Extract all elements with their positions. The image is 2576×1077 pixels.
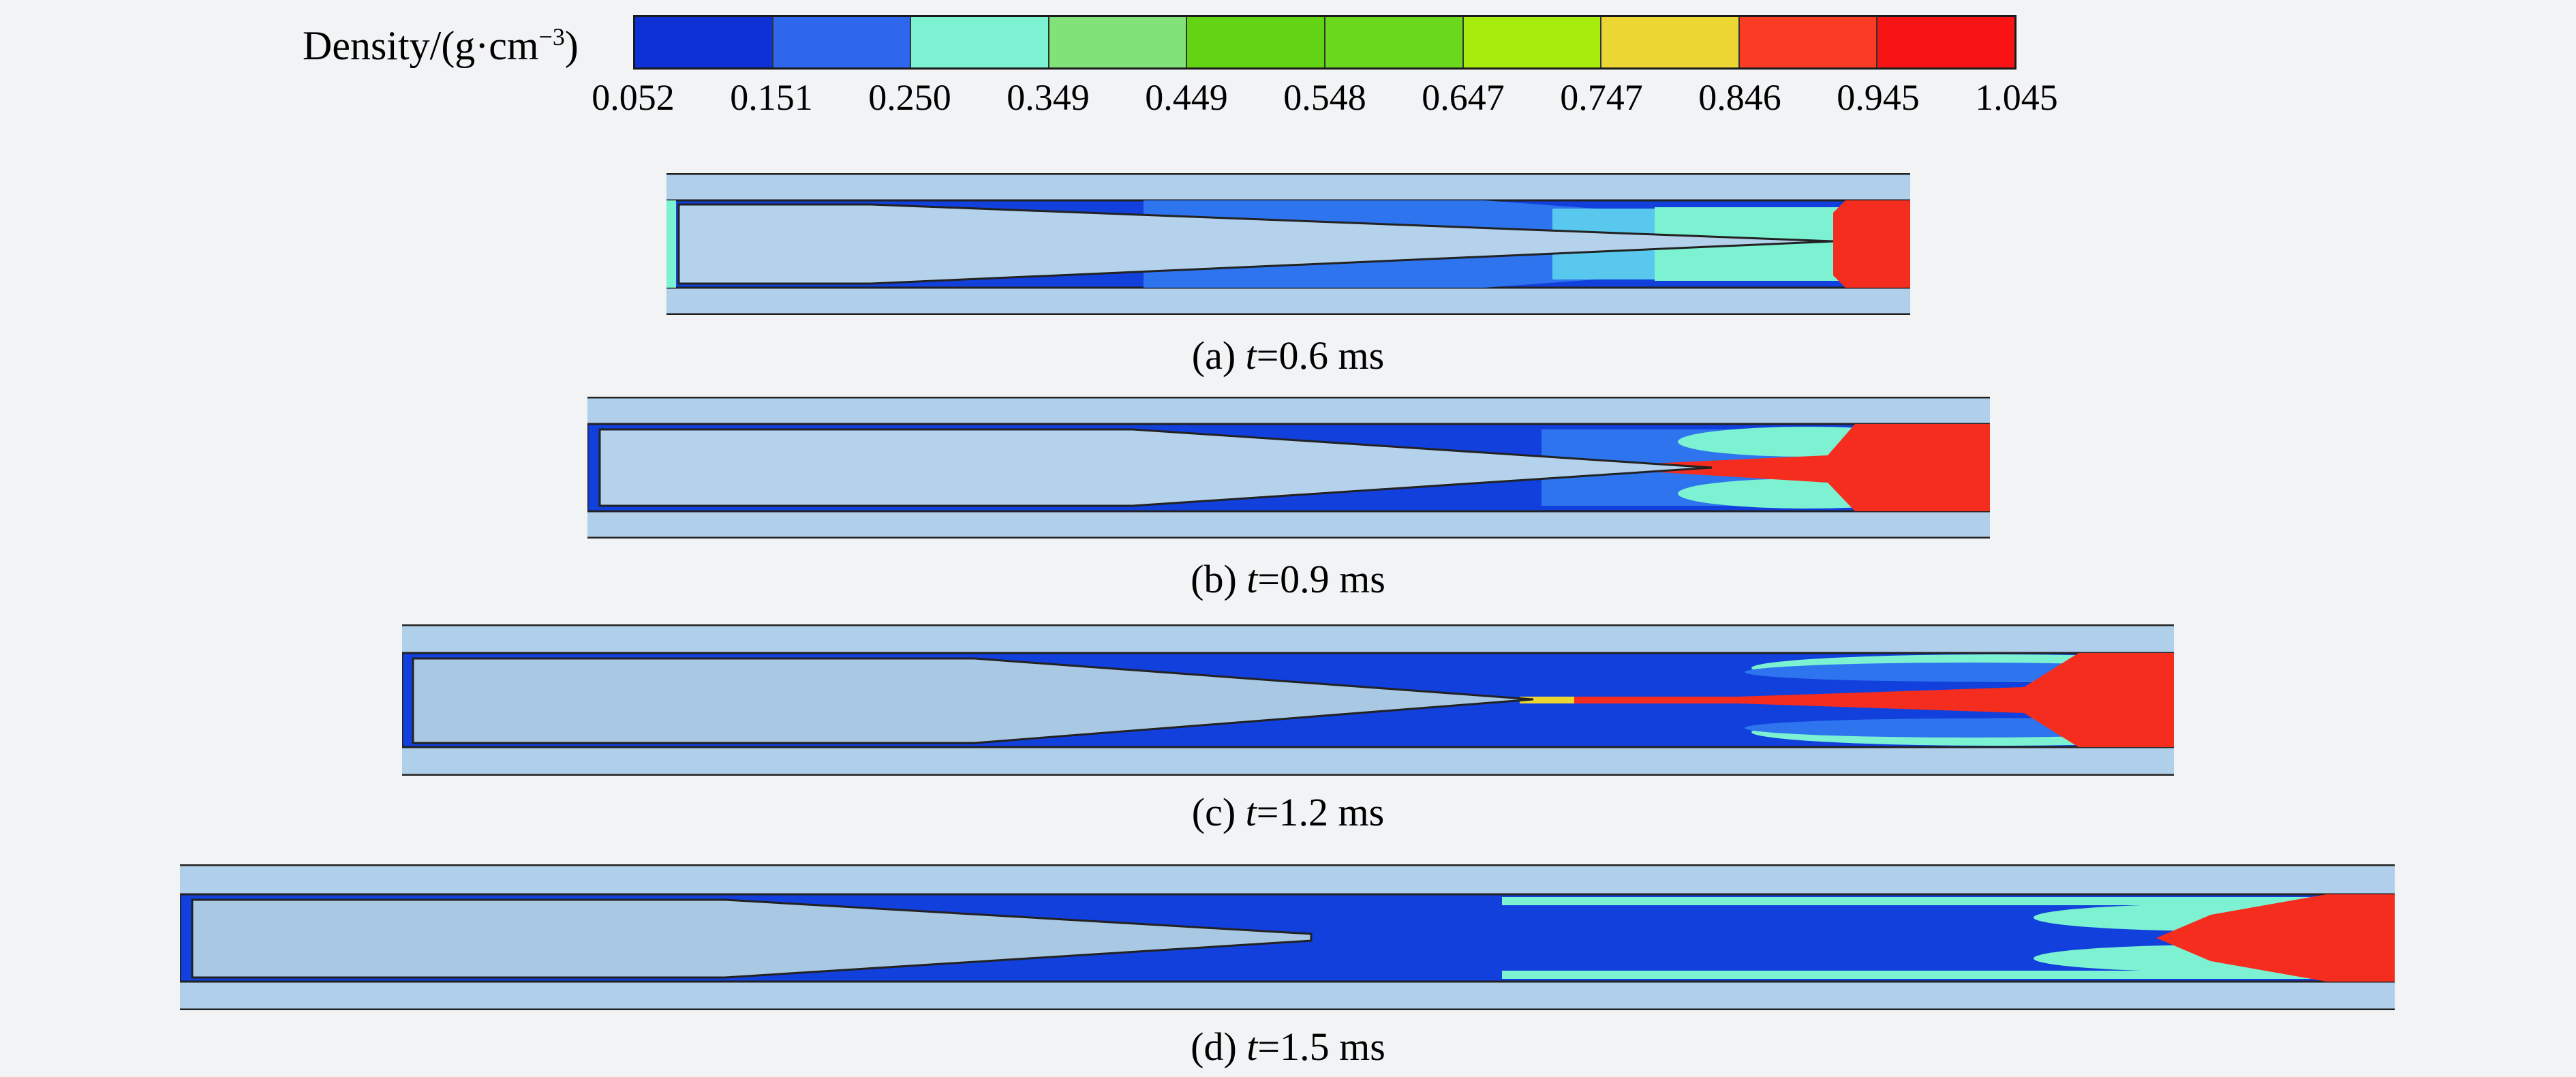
legend-tick-label: 0.349: [1007, 77, 1090, 118]
caption-c: (c) t=1.2 ms: [0, 788, 2576, 837]
density-color-bar: [633, 15, 2017, 70]
legend-swatch-7: [1463, 17, 1602, 67]
legend-tick-label: 0.945: [1837, 77, 1920, 118]
caption-variable: t: [1246, 557, 1258, 601]
caption-variable: t: [1246, 1025, 1258, 1069]
legend-swatch-2: [773, 17, 912, 67]
caption-variable: t: [1245, 790, 1257, 834]
legend-tick-label: 0.548: [1283, 77, 1366, 118]
legend-title-text: Density/(g·cm: [303, 23, 539, 68]
caption-b: (b) t=0.9 ms: [0, 555, 2576, 604]
caption-label: (d): [1191, 1025, 1237, 1069]
caption-label: (a): [1191, 333, 1236, 378]
legend-swatch-4: [1049, 17, 1188, 67]
legend-swatch-1: [635, 17, 773, 67]
caption-label: (c): [1191, 790, 1236, 834]
caption-d: (d) t=1.5 ms: [0, 1022, 2576, 1072]
density-tick-labels: 0.052 0.151 0.250 0.349 0.449 0.548 0.647 0.747…: [0, 72, 2576, 127]
legend-tick-label: 0.250: [868, 77, 951, 118]
legend-tick-label: 0.747: [1560, 77, 1643, 118]
simulation-image-d: [180, 864, 2395, 1010]
legend-swatch-6: [1325, 17, 1464, 67]
simulation-image-c: [402, 624, 2174, 776]
legend-swatch-9: [1739, 17, 1878, 67]
caption-variable: t: [1245, 333, 1257, 378]
legend-title: Density/(g·cm−3): [303, 10, 579, 73]
legend-tick-label: 0.846: [1698, 77, 1781, 118]
legend-tick-label: 0.151: [730, 77, 813, 118]
simulation-image-a: [666, 173, 1910, 315]
simulation-image-b: [587, 397, 1990, 538]
legend-tick-label: 0.647: [1422, 77, 1505, 118]
legend-title-exponent: −3: [538, 23, 565, 50]
caption-value: =1.5 ms: [1257, 1025, 1385, 1069]
legend-swatch-3: [911, 17, 1049, 67]
caption-value: =0.9 ms: [1257, 557, 1385, 601]
legend-swatch-10: [1877, 17, 2014, 67]
caption-value: =1.2 ms: [1256, 790, 1385, 834]
legend-tick-label: 0.449: [1145, 77, 1228, 118]
caption-value: =0.6 ms: [1256, 333, 1385, 378]
legend-tick-label: 0.052: [592, 77, 675, 118]
legend-tick-label: 1.045: [1975, 77, 2058, 118]
legend-swatch-8: [1601, 17, 1740, 67]
caption-a: (a) t=0.6 ms: [0, 331, 2576, 380]
legend-title-close: ): [564, 23, 579, 68]
caption-label: (b): [1191, 557, 1237, 601]
legend-swatch-5: [1187, 17, 1325, 67]
